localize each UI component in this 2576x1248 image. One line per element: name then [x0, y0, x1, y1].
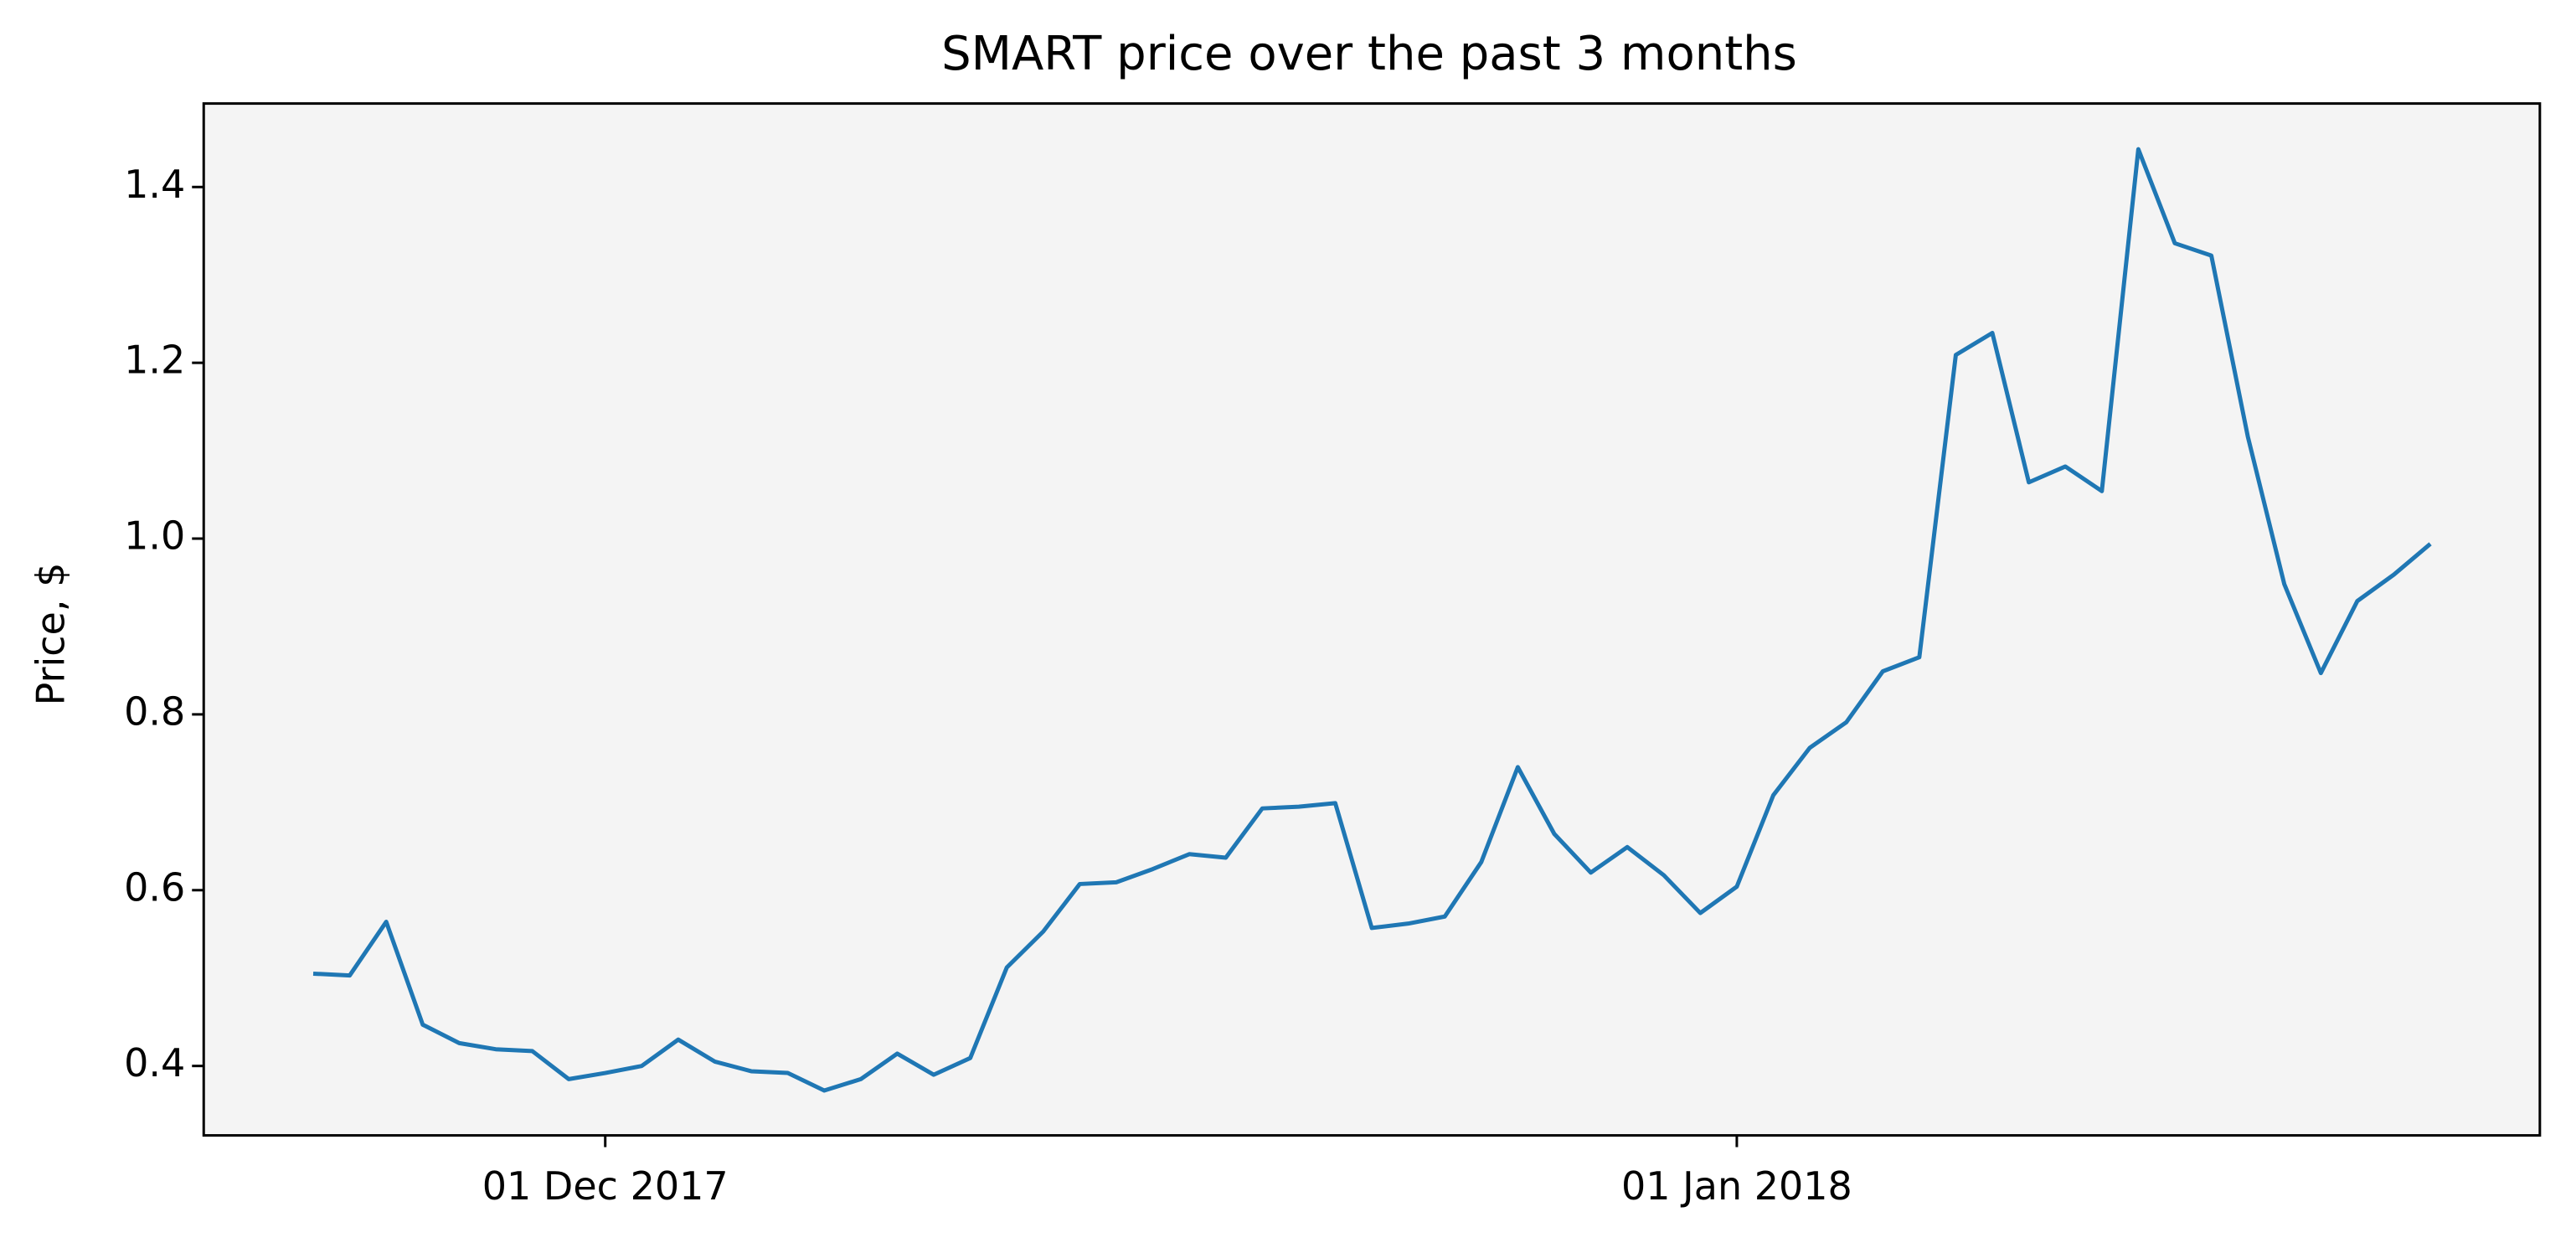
x-tick-label: 01 Jan 2018 [1621, 1163, 1852, 1209]
y-tick-label: 0.4 [124, 1040, 185, 1086]
plot-area [204, 103, 2540, 1136]
y-tick-label: 0.6 [124, 864, 185, 910]
chart-title: SMART price over the past 3 months [941, 27, 1797, 81]
y-tick-label: 1.4 [124, 162, 185, 207]
price-line [312, 147, 2432, 1093]
y-tick-label: 0.8 [124, 688, 185, 734]
y-tick-label: 1.2 [124, 338, 185, 383]
y-axis-label: Price, $ [28, 563, 74, 706]
plot-frame [202, 102, 2542, 1137]
y-tick-label: 1.0 [124, 513, 185, 559]
x-tick-label: 01 Dec 2017 [482, 1163, 729, 1209]
